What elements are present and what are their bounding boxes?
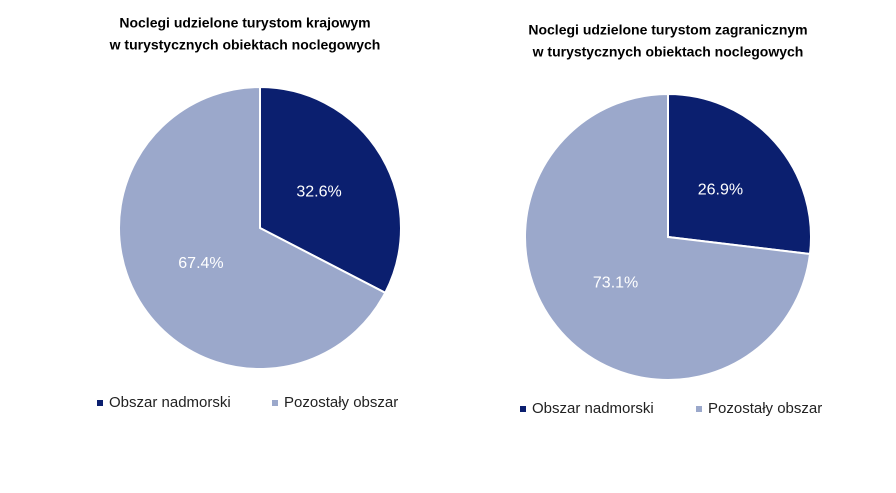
chart-title: Noclegi udzielone turystom zagranicznym [528,22,807,38]
legend-label: Obszar nadmorski [532,400,654,417]
data-label: 32.6% [296,183,341,200]
chart-title: Noclegi udzielone turystom krajowym [119,15,370,31]
legend-marker [272,400,278,406]
legend-marker [97,400,103,406]
pie-slice [667,92,812,256]
chart-title: w turystycznych obiektach noclegowych [109,37,381,53]
legend-label: Pozostały obszar [284,394,398,411]
legend-label: Obszar nadmorski [109,394,231,411]
data-label: 67.4% [178,255,223,272]
data-label: 26.9% [698,182,743,199]
legend-marker [696,406,702,412]
pie-slice [118,85,387,370]
chart-title: w turystycznych obiektach noclegowych [532,44,804,60]
legend-label: Pozostały obszar [708,400,822,417]
data-label: 73.1% [593,275,638,292]
legend-marker [520,406,526,412]
pie-slice [259,85,402,295]
pie-slice [524,92,812,381]
